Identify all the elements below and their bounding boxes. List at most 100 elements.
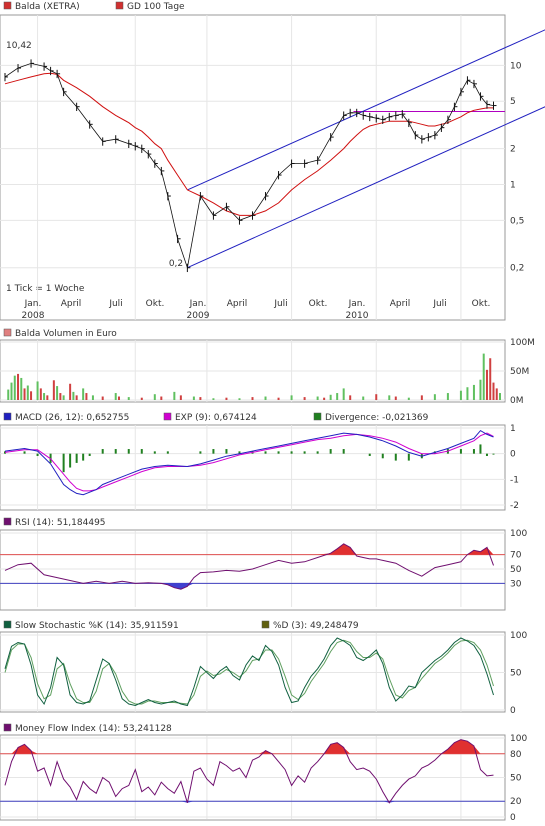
x-label-2: Juli — [108, 299, 122, 309]
volume-bar — [251, 397, 254, 400]
volume-bar — [30, 391, 33, 400]
x-label-year-8: 2010 — [346, 311, 369, 321]
volume-bar — [43, 393, 46, 400]
signal-line — [4, 432, 494, 492]
divergence-bar — [153, 451, 156, 454]
volume-bar — [173, 391, 176, 400]
tick-note: 1 Tick = 1 Woche — [6, 284, 85, 294]
divergence-bar — [140, 449, 143, 454]
volume-bar — [179, 395, 182, 400]
stoch-y-tick-0: 100 — [510, 631, 527, 641]
mfi-overbought-fill — [5, 739, 494, 754]
volume-bar — [199, 397, 202, 400]
macd-legend-swatch-2 — [313, 412, 322, 421]
macd-line — [4, 429, 494, 496]
macd-legend-swatch-1 — [163, 412, 172, 421]
divergence-bar — [342, 449, 345, 454]
rsi-legend-swatch-0 — [3, 517, 12, 526]
volume-bar — [7, 389, 10, 400]
macd-y-tick-3: -2 — [510, 501, 519, 511]
stoch-y-tick-1: 50 — [510, 669, 522, 679]
volume-bar — [13, 375, 16, 400]
volume-bar — [446, 393, 449, 400]
volume-bar — [62, 395, 65, 400]
volume-bar — [69, 383, 72, 400]
volume-bar — [127, 397, 130, 400]
stoch-k-line — [4, 637, 494, 707]
price-y-tick-3: 1 — [510, 180, 516, 190]
volume-bar — [23, 388, 26, 400]
x-label-0: Jan. — [24, 299, 42, 309]
macd-frame — [0, 424, 506, 511]
volume-legend-swatch-0 — [3, 328, 12, 337]
divergence-bar — [82, 453, 85, 461]
x-label-year-4: 2009 — [187, 311, 210, 321]
divergence-bar — [459, 449, 462, 454]
volume-bar — [316, 396, 319, 400]
stoch-legend-label-0: Slow Stochastic %K (14): 35,911591 — [15, 621, 179, 631]
volume-bar — [238, 398, 241, 400]
macd-legend-label-2: Divergence: -0,021369 — [325, 413, 429, 423]
divergence-bar — [199, 451, 202, 454]
volume-bar — [225, 397, 228, 400]
volume-bar — [388, 395, 391, 400]
volume-bar — [91, 395, 94, 400]
divergence-bar — [238, 451, 241, 454]
stoch-legend-swatch-0 — [3, 620, 12, 629]
mfi-legend-label-0: Money Flow Index (14): 53,241128 — [15, 724, 172, 734]
x-label-year-0: 2008 — [22, 311, 45, 321]
x-label-4: Jan. — [189, 299, 207, 309]
divergence-bar — [485, 453, 488, 456]
stoch-legend-label-1: %D (3): 49,248479 — [273, 621, 359, 631]
volume-bar — [114, 393, 117, 400]
channel-upper-line — [187, 29, 545, 191]
volume-bar — [26, 385, 29, 400]
rsi-overbought-fill — [5, 543, 494, 555]
divergence-bar — [4, 451, 6, 454]
rsi-line — [4, 543, 494, 590]
volume-bar — [407, 397, 410, 400]
divergence-bar — [127, 449, 130, 454]
price-frame — [0, 14, 506, 321]
volume-bar — [160, 396, 163, 400]
macd-legend-label-1: EXP (9): 0,674124 — [175, 413, 257, 423]
volume-bar — [17, 373, 20, 400]
low-label: 0,2 — [169, 259, 183, 269]
volume-bar — [75, 395, 78, 400]
high-label: 10,42 — [6, 41, 32, 51]
price-legend-label-1: GD 100 Tage — [127, 2, 185, 12]
volume-bar — [485, 369, 488, 400]
divergence-bar — [36, 453, 39, 456]
volume-y-tick-0: 100M — [510, 338, 535, 348]
volume-bar — [336, 393, 339, 400]
volume-bar — [192, 396, 195, 400]
divergence-bar — [75, 453, 78, 463]
volume-bar — [290, 395, 293, 400]
divergence-bar — [479, 444, 482, 454]
price-y-tick-4: 0,5 — [510, 216, 524, 226]
volume-bar — [212, 398, 215, 400]
price-y-tick-5: 0,2 — [510, 264, 524, 274]
volume-y-tick-2: 0M — [510, 396, 524, 406]
rsi-panel: 100 70 50 30 — [0, 529, 527, 611]
divergence-bar — [62, 453, 65, 473]
x-label-11: Okt. — [472, 299, 491, 309]
x-label-10: Juli — [432, 299, 446, 309]
volume-bar — [375, 394, 378, 400]
volume-panel: 100M 50M 0M — [0, 338, 535, 406]
volume-bar — [420, 395, 423, 400]
price-panel: 10,42 0,2 1 Tick = 1 Woche 10 5 2 1 0,5 0,2 Ja… — [0, 14, 545, 321]
divergence-bar — [166, 451, 169, 454]
volume-bar — [10, 382, 13, 400]
volume-bar — [36, 381, 39, 400]
mfi-y-tick-2: 50 — [510, 774, 522, 784]
x-label-1: April — [61, 299, 82, 309]
volume-bar — [323, 397, 326, 400]
divergence-bar — [329, 449, 332, 454]
mfi-line — [4, 739, 494, 804]
volume-bar — [117, 396, 120, 400]
x-label-6: Juli — [273, 299, 287, 309]
divergence-bar — [407, 453, 410, 461]
volume-bar — [101, 396, 104, 400]
